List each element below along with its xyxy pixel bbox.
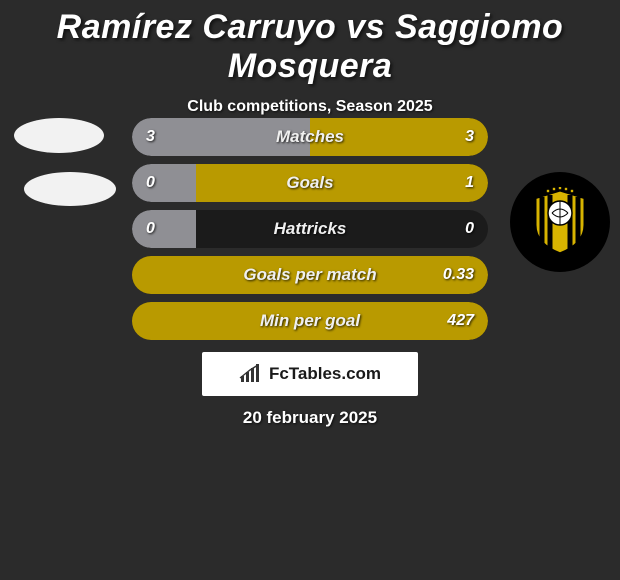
stat-row: Goals per match0.33 bbox=[132, 256, 488, 294]
stat-row: Min per goal427 bbox=[132, 302, 488, 340]
date-text: 20 february 2025 bbox=[0, 408, 620, 428]
player2-club-logo bbox=[510, 172, 610, 272]
brand-badge: FcTables.com bbox=[202, 352, 418, 396]
stat-row: Goals01 bbox=[132, 164, 488, 202]
bar-left-fill bbox=[132, 210, 196, 248]
bar-left-fill bbox=[132, 118, 310, 156]
chart-icon bbox=[239, 364, 263, 384]
player1-club-logo-placeholder-2 bbox=[24, 172, 116, 206]
bar-right-fill bbox=[132, 302, 488, 340]
brand-text: FcTables.com bbox=[269, 364, 381, 384]
tachira-crest-icon bbox=[528, 187, 592, 257]
bar-left-fill bbox=[132, 164, 196, 202]
page-title: Ramírez Carruyo vs Saggiomo Mosquera bbox=[0, 0, 620, 86]
bar-right-fill bbox=[310, 118, 488, 156]
stat-value-right: 0 bbox=[465, 210, 474, 248]
stat-row: Matches33 bbox=[132, 118, 488, 156]
bar-right-fill bbox=[196, 164, 488, 202]
stats-bars: Matches33 Goals01 Hattricks00 Goals per mat… bbox=[132, 118, 488, 348]
bar-right-fill bbox=[132, 256, 488, 294]
stat-row: Hattricks00 bbox=[132, 210, 488, 248]
player1-club-logo-placeholder-1 bbox=[14, 118, 104, 153]
subtitle: Club competitions, Season 2025 bbox=[0, 98, 620, 116]
